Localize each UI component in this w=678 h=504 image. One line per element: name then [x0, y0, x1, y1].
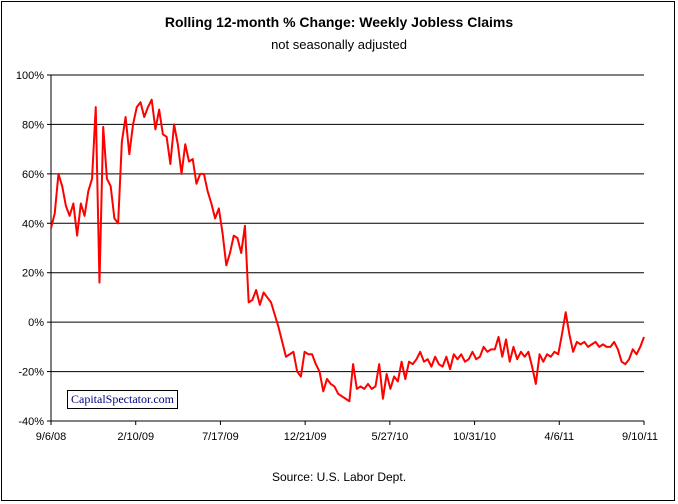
y-axis-ticks: 100% 80% 60% 40% 20% 0% -20% -40%	[16, 70, 51, 428]
y-tick-label: 80%	[22, 119, 44, 131]
x-tick-label: 9/6/08	[36, 431, 67, 443]
x-tick-label: 10/31/10	[453, 431, 496, 443]
chart-title: Rolling 12-month % Change: Weekly Jobles…	[164, 14, 514, 30]
y-tick-label: -20%	[18, 367, 44, 379]
x-tick-label: 12/21/09	[284, 431, 327, 443]
grid-lines	[50, 74, 644, 422]
x-tick-label: 5/27/10	[372, 431, 409, 443]
x-tick-label: 7/17/09	[202, 431, 239, 443]
x-tick-label: 4/6/11	[544, 431, 574, 443]
series-line	[50, 98, 645, 403]
y-tick-label: 20%	[22, 268, 44, 280]
y-tick-label: 40%	[22, 218, 44, 230]
x-tick-label: 2/10/09	[117, 431, 154, 443]
y-tick-label: 0%	[28, 317, 44, 329]
x-axis-ticks: 9/6/08 2/10/09 7/17/09 12/21/09 5/27/10 10/31…	[36, 421, 658, 443]
x-tick-label: 9/10/11	[622, 431, 658, 443]
chart-subtitle: not seasonally adjusted	[271, 37, 407, 52]
y-tick-label: 100%	[16, 70, 44, 82]
y-tick-label: -40%	[18, 416, 44, 428]
y-tick-label: 60%	[22, 169, 44, 181]
source-note: Source: U.S. Labor Dept.	[271, 470, 407, 484]
series-group	[50, 98, 645, 403]
watermark: CapitalSpectator.com	[67, 390, 178, 409]
